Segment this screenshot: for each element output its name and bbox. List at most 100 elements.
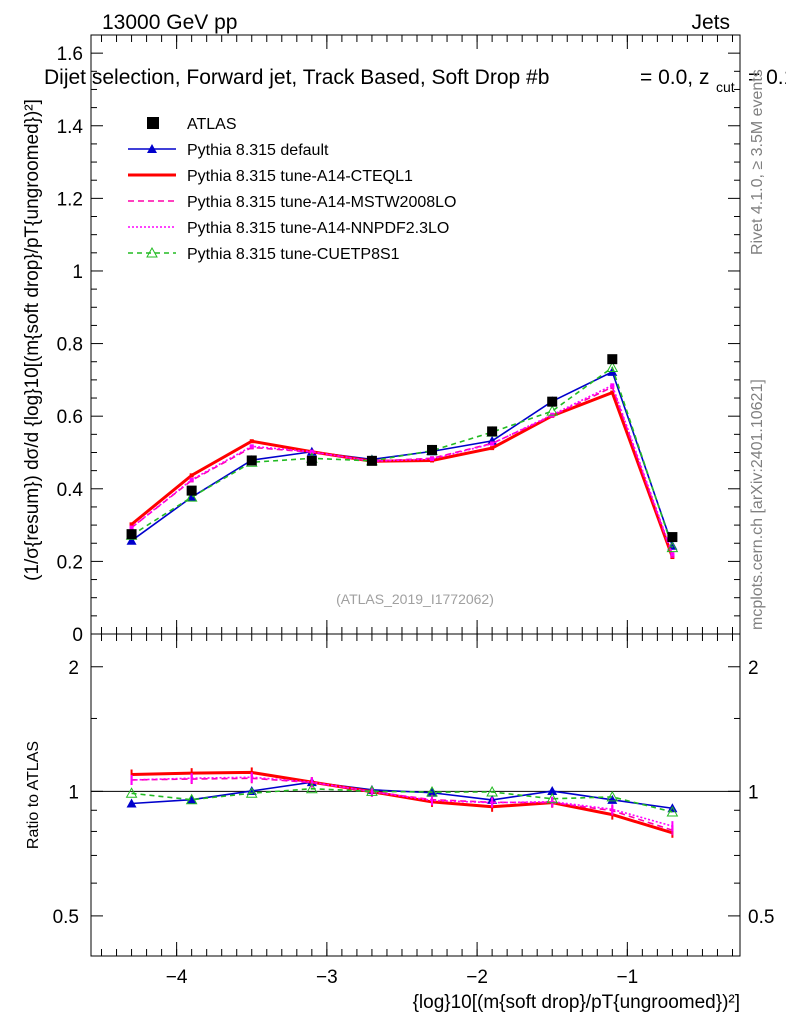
mcplots-label: mcplots.cern.ch [arXiv:2401.10621]: [749, 379, 766, 630]
main-y-tick-label: 1.4: [57, 117, 84, 138]
series-point: [430, 457, 435, 462]
ratio-series-point: [125, 787, 138, 798]
ratio-y-tick-label: 2: [68, 658, 79, 679]
ratio-series-group: [125, 767, 679, 838]
series-point: [606, 361, 619, 373]
series-point: [129, 525, 134, 530]
data-point: [246, 455, 257, 466]
ratio-y-tick-label: 0.5: [53, 907, 79, 928]
x-tick-label: −1: [616, 967, 638, 988]
data-point: [547, 396, 558, 407]
ratio-series-point: [607, 794, 618, 804]
series-point: [189, 473, 194, 478]
ratio-series-line: [131, 777, 673, 832]
ratio-series-point: [546, 792, 559, 804]
legend-label: ATLAS: [187, 116, 237, 133]
x-tick-label: −2: [466, 967, 488, 988]
ratio-series-point: [426, 786, 438, 797]
chart-title-zcut-sub: cut: [716, 79, 735, 95]
ratio-series-point: [486, 785, 498, 797]
chart-title-main: Dijet selection, Forward jet, Track Base…: [44, 66, 549, 89]
main-y-tick-label: 1: [72, 262, 83, 283]
series-point: [186, 492, 197, 502]
ratio-panel-frame: [90, 633, 741, 957]
watermark: (ATLAS_2019_I1772062): [336, 591, 494, 607]
legend-label: Pythia 8.315 tune-A14-CTEQL1: [187, 168, 413, 185]
ratio-series-point: [606, 790, 619, 802]
legend: ATLAS Pythia 8.315 default Pythia 8.315 tu…: [128, 116, 456, 263]
main-series-group: [125, 354, 679, 560]
ratio-series-point: [666, 805, 679, 817]
main-y-tick-label: 0.8: [57, 335, 83, 356]
ratio-series-point: [245, 787, 258, 798]
series-point: [490, 446, 495, 451]
legend-marker-data: [147, 117, 159, 129]
series-point: [249, 444, 254, 449]
main-y-tick-label: 0.4: [57, 480, 84, 501]
series-point: [490, 441, 495, 446]
legend-marker: [147, 144, 157, 153]
data-point: [126, 529, 137, 540]
ratio-y-tick-label-right: 2: [748, 658, 759, 679]
ratio-y-tick-label-right: 0.5: [748, 907, 774, 928]
data-point: [487, 426, 498, 437]
ratio-y-axis-label: Ratio to ATLAS: [25, 741, 42, 849]
ratio-series-point: [126, 798, 137, 808]
series-point: [610, 390, 615, 395]
series-line: [131, 370, 674, 547]
series-line: [131, 386, 674, 557]
chart-title: Dijet selection, Forward jet, Track Base…: [44, 66, 549, 89]
x-axis-label: {log}10[(m{soft drop}/pT{ungroomed})²]: [413, 992, 740, 1013]
main-y-tick-label: 1.2: [57, 189, 83, 210]
ratio-series-point: [366, 785, 378, 796]
series-point: [185, 491, 198, 502]
data-point: [427, 444, 438, 455]
main-y-axis-label: (1/σ{resum}) dσ/d {log}10[(m{soft drop}/…: [22, 99, 43, 581]
series-point: [189, 477, 194, 482]
series-point: [126, 535, 137, 545]
series-point: [666, 541, 679, 553]
ratio-series-point: [185, 793, 198, 805]
series-point: [546, 405, 559, 416]
ratio-series-point: [547, 786, 558, 796]
ratio-series-line: [131, 776, 673, 827]
legend-label: Pythia 8.315 tune-CUETP8S1: [187, 246, 400, 263]
data-point: [306, 455, 317, 466]
ratio-series-line: [131, 787, 673, 813]
x-tick-label: −4: [166, 967, 188, 988]
chart-title-cut-b: = 0.1: [748, 66, 786, 89]
legend-label: Pythia 8.315 default: [187, 142, 329, 159]
data-point: [366, 455, 377, 466]
main-axis-ticks: 0 0.2 0.4 0.6 0.8 1 1.2 1.4 1.6: [57, 44, 740, 646]
series-point: [610, 383, 615, 388]
legend-label: Pythia 8.315 tune-A14-NNPDF2.3LO: [187, 220, 449, 237]
ratio-series-point: [305, 782, 318, 794]
x-tick-label: −3: [316, 967, 338, 988]
ratio-series-point: [186, 794, 197, 804]
series-line: [130, 390, 674, 558]
chart-title-cut-a: = 0.0, z: [640, 66, 709, 89]
series-line: [131, 366, 674, 548]
process-label: Jets: [691, 11, 730, 34]
ratio-series-line: [131, 770, 673, 835]
main-y-tick-label: 0.6: [57, 407, 83, 428]
legend-label: Pythia 8.315 tune-A14-MSTW2008LO: [187, 194, 456, 211]
series-line: [131, 384, 674, 555]
series-point: [249, 439, 254, 444]
chart-title-cut: = 0.0, z: [640, 66, 709, 89]
series-point: [309, 449, 314, 454]
data-point: [607, 354, 618, 365]
data-point: [667, 532, 678, 543]
rivet-label: Rivet 4.1.0, ≥ 3.5M events: [749, 69, 766, 255]
ratio-y-tick-label: 1: [68, 782, 79, 803]
x-axis-ticks: −4 −3 −2 −1: [101, 35, 733, 988]
main-y-tick-label: 0: [72, 625, 83, 646]
ratio-y-tick-label-right: 1: [748, 782, 759, 803]
main-y-tick-label: 0.2: [57, 552, 83, 573]
ratio-axis-ticks: 0.5 0.5 1 1 2 2: [53, 658, 775, 928]
data-point: [186, 485, 197, 496]
legend-marker: [146, 246, 158, 258]
energy-label: 13000 GeV pp: [102, 11, 237, 34]
series-point: [670, 552, 675, 557]
